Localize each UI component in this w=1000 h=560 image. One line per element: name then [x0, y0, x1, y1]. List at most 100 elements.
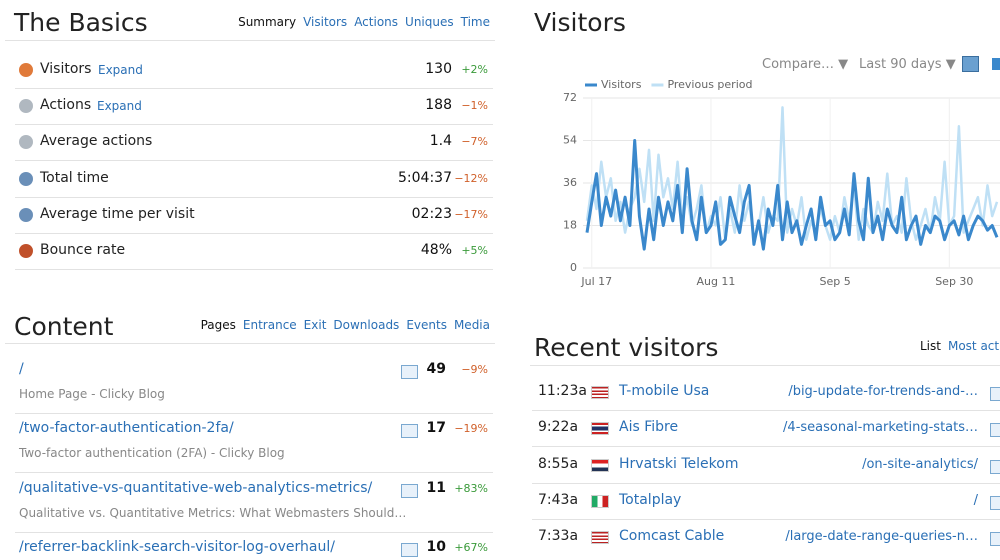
row-change: −1%: [461, 99, 488, 113]
series-line: [585, 106, 999, 241]
row-value: 1.4: [429, 133, 452, 150]
tab[interactable]: Pages: [200, 318, 236, 332]
tab[interactable]: Most active: [947, 339, 1000, 353]
visit-time: 7:43a: [538, 491, 579, 508]
export-icon[interactable]: [962, 56, 979, 72]
row-value: 11: [426, 479, 446, 496]
page-link[interactable]: /large-date-range-queries-n…: [785, 529, 978, 545]
visit-time: 7:33a: [538, 528, 579, 545]
compare-dropdown[interactable]: Compare… ▼: [762, 57, 849, 72]
expand-link[interactable]: Expand: [97, 99, 142, 114]
legend-label: Visitors: [601, 78, 642, 91]
row-value: 5:04:37: [398, 169, 452, 186]
page-title: Two-factor authentication (2FA) - Clicky…: [19, 446, 285, 461]
y-tick-label: 0: [570, 261, 577, 274]
panel-title: Content: [14, 312, 114, 341]
page-link[interactable]: /two-factor-authentication-2fa/: [19, 420, 234, 437]
row-change: −19%: [454, 422, 488, 436]
expand-link[interactable]: Expand: [98, 63, 143, 77]
tab-bar: Pages Entrance Exit Downloads Events Media: [194, 318, 490, 332]
row-icon: [19, 99, 33, 114]
row-change: −12%: [454, 171, 488, 185]
y-tick-label: 54: [563, 134, 577, 147]
open-icon: [990, 495, 1000, 510]
open-icon: [990, 459, 1000, 474]
country-flag: [591, 531, 609, 545]
row-icon: [19, 244, 33, 258]
page-link[interactable]: /referrer-backlink-search-visitor-log-ov…: [19, 538, 335, 555]
row-icon: [19, 135, 33, 150]
chart-icon[interactable]: [992, 58, 1000, 70]
row-label: Average time per visit: [40, 205, 195, 222]
row-value: 130: [425, 61, 452, 77]
tab[interactable]: Entrance: [242, 318, 297, 332]
page-link[interactable]: /4-seasonal-marketing-stats…: [783, 420, 978, 436]
page-link[interactable]: /: [19, 361, 24, 377]
visitor-link[interactable]: Hrvatski Telekom: [619, 455, 739, 472]
country-flag: [591, 386, 609, 399]
row-divider: [15, 531, 493, 533]
tab-bar: List Most active: [913, 339, 1000, 353]
x-tick-label: Sep 30: [935, 275, 973, 288]
open-icon: [990, 423, 1000, 438]
open-icon: [401, 365, 418, 379]
row-icon: [19, 171, 33, 186]
tab[interactable]: Time: [460, 15, 490, 29]
row-divider: [15, 472, 493, 474]
row-divider: [532, 518, 1000, 520]
row-change: +83%: [454, 481, 488, 495]
visit-time: 11:23a: [538, 383, 587, 399]
panel-title: The Basics: [14, 8, 148, 37]
row-value: 17: [426, 420, 446, 437]
tab[interactable]: List: [920, 339, 941, 353]
y-tick-label: 18: [563, 219, 577, 232]
visitor-link[interactable]: Totalplay: [619, 491, 682, 508]
page-link[interactable]: /on-site-analytics/: [862, 456, 978, 472]
page-link[interactable]: /qualitative-vs-quantitative-web-analyti…: [19, 479, 373, 496]
row-change: +5%: [461, 244, 488, 257]
row-divider: [15, 160, 493, 162]
row-icon: [19, 63, 33, 77]
page-title: Qualitative vs. Quantitative Metrics: Wh…: [19, 505, 407, 520]
tab[interactable]: Events: [406, 318, 447, 332]
row-divider: [15, 196, 493, 198]
tab[interactable]: Media: [453, 318, 490, 332]
y-tick-label: 72: [563, 91, 577, 104]
visitor-link[interactable]: Comcast Cable: [619, 528, 725, 545]
tab[interactable]: Actions: [354, 15, 399, 29]
divider: [530, 365, 1000, 366]
tab[interactable]: Downloads: [333, 318, 400, 332]
row-label: Actions: [40, 97, 92, 114]
series-line: [585, 139, 999, 251]
row-divider: [532, 446, 1000, 448]
tab-bar: Summary Visitors Actions Uniques Time: [231, 15, 490, 29]
row-change: +67%: [454, 540, 488, 554]
country-flag: [591, 458, 609, 472]
open-icon: [401, 542, 418, 557]
tab[interactable]: Summary: [238, 15, 297, 29]
row-value: 10: [426, 538, 446, 555]
x-tick-label: Jul 17: [580, 275, 612, 288]
open-icon: [990, 387, 1000, 401]
divider: [5, 343, 495, 344]
visitor-link[interactable]: T-mobile Usa: [619, 383, 710, 399]
page-link[interactable]: /big-update-for-trends-and-…: [788, 384, 978, 399]
y-tick-label: 36: [563, 176, 577, 189]
country-flag: [591, 494, 609, 508]
row-divider: [15, 124, 493, 126]
row-label: Bounce rate: [40, 242, 126, 258]
tab[interactable]: Uniques: [405, 15, 454, 29]
page-link[interactable]: /: [973, 492, 978, 508]
x-tick-label: Sep 5: [820, 275, 851, 288]
tab[interactable]: Visitors: [303, 15, 348, 29]
visitor-link[interactable]: Ais Fibre: [619, 419, 679, 436]
tab[interactable]: Exit: [303, 318, 327, 332]
visitors-chart: 0 18 36 54 72 Jul 17 Aug 11 Sep 5 Sep 30 Visitors…: [563, 78, 1000, 288]
row-change: −7%: [461, 135, 488, 149]
open-icon: [401, 424, 418, 439]
row-divider: [532, 482, 1000, 484]
row-divider: [15, 88, 493, 89]
row-label: Visitors: [40, 61, 92, 77]
range-dropdown[interactable]: Last 90 days ▼: [859, 57, 956, 72]
